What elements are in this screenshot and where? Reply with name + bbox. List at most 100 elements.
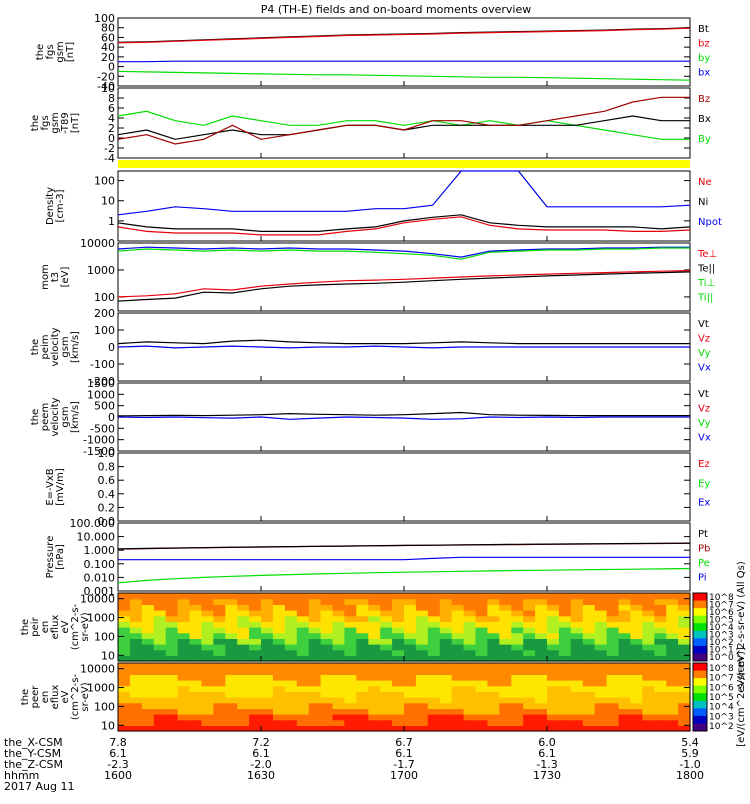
spectrogram-cell bbox=[284, 674, 298, 681]
spectrogram-cell bbox=[666, 593, 679, 600]
spectrogram-cell bbox=[308, 655, 322, 662]
spectrogram-cell bbox=[344, 714, 357, 721]
spectrogram-cell bbox=[654, 621, 667, 628]
spectrogram-cell bbox=[225, 638, 238, 645]
spectrogram-cell bbox=[427, 604, 441, 611]
y-axis-label: t3 bbox=[50, 272, 61, 282]
spectrogram-cell bbox=[582, 610, 596, 617]
spectrogram-cell bbox=[189, 674, 202, 681]
spectrogram-cell bbox=[642, 638, 655, 645]
spectrogram-cell bbox=[499, 714, 512, 721]
spectrogram-cell bbox=[332, 680, 345, 687]
spectrogram-cell bbox=[678, 691, 691, 698]
spectrogram-cell bbox=[261, 604, 274, 611]
spectrogram-cell bbox=[368, 644, 381, 651]
spectrogram-cell bbox=[535, 593, 548, 600]
spectrogram-cell bbox=[427, 668, 441, 675]
spectrogram-cell bbox=[118, 680, 131, 687]
y-axis-label: eflux bbox=[50, 615, 61, 640]
legend-Te||: Te|| bbox=[697, 264, 715, 275]
spectrogram-cell bbox=[594, 680, 608, 687]
y-tick-label: 0.4 bbox=[98, 488, 116, 501]
spectrogram-cell bbox=[582, 644, 596, 651]
spectrogram-cell bbox=[225, 593, 238, 600]
spectrogram-cell bbox=[296, 680, 310, 687]
y-tick-label: 0 bbox=[108, 61, 115, 74]
spectrogram-cell bbox=[678, 621, 691, 628]
y-axis-label: the bbox=[20, 689, 31, 705]
spectrogram-cell bbox=[344, 632, 357, 639]
spectrogram-cell bbox=[618, 663, 631, 670]
legend-Ez: Ez bbox=[698, 459, 710, 470]
spectrogram-cell bbox=[547, 680, 560, 687]
spectrogram-cell bbox=[141, 725, 155, 732]
spectrogram-cell bbox=[499, 663, 512, 670]
spectrogram-cell bbox=[523, 702, 536, 709]
spectrogram-cell bbox=[463, 714, 477, 721]
spectrogram-cell bbox=[451, 691, 465, 698]
spectrogram-cell bbox=[261, 719, 274, 726]
y-axis-label: gsm bbox=[60, 406, 71, 427]
spectrogram-cell bbox=[582, 668, 596, 675]
spectrogram-cell bbox=[618, 691, 631, 698]
legend-Npot: Npot bbox=[698, 217, 722, 228]
y-axis-label: gsm bbox=[50, 112, 61, 133]
spectrogram-cell bbox=[272, 593, 286, 600]
spectrogram-cell bbox=[249, 598, 262, 605]
spectrogram-cell bbox=[666, 598, 679, 605]
spectrogram-cell bbox=[427, 627, 441, 634]
spectrogram-cell bbox=[511, 697, 524, 704]
spectrogram-cell bbox=[511, 604, 524, 611]
spectrogram-cell bbox=[475, 627, 488, 634]
spectrogram-cell bbox=[547, 615, 560, 622]
spectrogram-cell bbox=[404, 604, 417, 611]
spectrogram-cell bbox=[308, 649, 322, 656]
spectrogram-cell bbox=[296, 668, 310, 675]
spectrogram-cell bbox=[284, 627, 298, 634]
spectrogram-cell bbox=[427, 644, 441, 651]
spectrogram-cell bbox=[558, 615, 572, 622]
spectrogram-cell bbox=[535, 685, 548, 692]
spectrogram-cell bbox=[141, 719, 155, 726]
spectrogram-cell bbox=[308, 615, 322, 622]
spectrogram-cell bbox=[201, 627, 214, 634]
spectrogram-cell bbox=[153, 644, 167, 651]
spectrogram-cell bbox=[165, 697, 179, 704]
spectrogram-cell bbox=[642, 725, 655, 732]
spectrogram-cell bbox=[547, 598, 560, 605]
spectrogram-cell bbox=[225, 649, 238, 656]
spectrogram-cell bbox=[415, 621, 429, 628]
spectrogram-cell bbox=[404, 638, 417, 645]
colorbar-segment bbox=[693, 638, 707, 647]
spectrogram-cell bbox=[487, 610, 500, 617]
spectrogram-cell bbox=[189, 632, 202, 639]
spectrogram-cell bbox=[523, 668, 536, 675]
y-tick-label: -2 bbox=[104, 142, 115, 155]
spectrogram-cell bbox=[594, 697, 608, 704]
spectrogram-cell bbox=[582, 638, 596, 645]
y-tick-label: 500 bbox=[94, 400, 115, 413]
spectrogram-cell bbox=[141, 610, 155, 617]
spectrogram-cell bbox=[606, 593, 620, 600]
spectrogram-cell bbox=[165, 685, 179, 692]
spectrogram-cell bbox=[654, 714, 667, 721]
spectrogram-cell bbox=[404, 691, 417, 698]
spectrogram-cell bbox=[594, 604, 608, 611]
spectrogram-cell bbox=[284, 649, 298, 656]
spectrogram-cell bbox=[499, 593, 512, 600]
spectrogram-cell bbox=[237, 649, 250, 656]
spectrogram-cell bbox=[642, 632, 655, 639]
colorbar-segment bbox=[693, 678, 707, 687]
spectrogram-cell bbox=[582, 708, 596, 715]
spectrogram-cell bbox=[523, 621, 536, 628]
spectrogram-cell bbox=[284, 663, 298, 670]
spectrogram-cell bbox=[213, 708, 226, 715]
spectrogram-cell bbox=[165, 598, 179, 605]
spectrogram-cell bbox=[642, 708, 655, 715]
spectrogram-cell bbox=[487, 668, 500, 675]
spectrogram-cell bbox=[642, 680, 655, 687]
spectrogram-cell bbox=[332, 632, 345, 639]
spectrogram-cell bbox=[237, 685, 250, 692]
spectrogram-cell bbox=[356, 714, 369, 721]
